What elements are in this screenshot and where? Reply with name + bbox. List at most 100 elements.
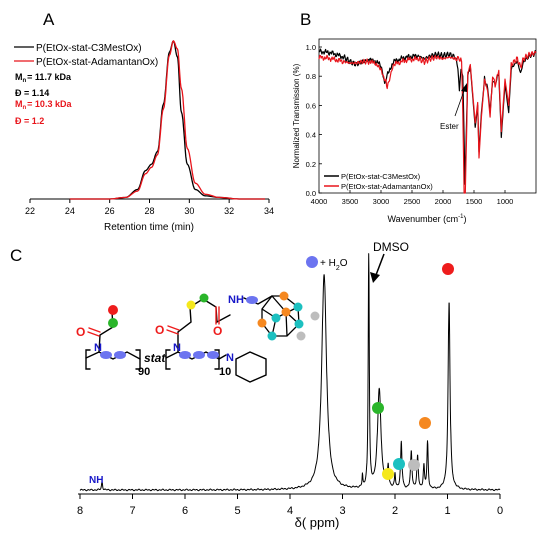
atom-dot-red	[108, 305, 118, 315]
panel-b-series-line-1	[318, 50, 537, 194]
legend-a-label-1: P(EtOx-stat-C3MestOx)	[36, 43, 142, 54]
panel-c-xtick-label-5: 3	[339, 505, 345, 517]
atom-o-left: O	[76, 325, 85, 339]
panel-a-legend: P(EtOx-stat-C3MestOx) P(EtOx-stat-Adaman…	[14, 43, 158, 68]
panel-a: 22 24 26 28 30 32 34 P(EtOx-stat-C3MestOx) P(E…	[14, 40, 274, 233]
atom-dot-blue-r3	[207, 351, 219, 359]
atom-dot-yellow	[186, 300, 196, 310]
ad-dot-teal-4	[294, 319, 304, 329]
panel-b-xtick-label-4: 2000	[435, 197, 452, 206]
panel-b-xtick-label-5: 1500	[466, 197, 483, 206]
ad-dot-grey-1	[310, 311, 320, 321]
peak-dot-green	[372, 402, 384, 414]
legend-b-label-1: P(EtOx-stat-C3MestOx)	[341, 172, 421, 181]
atom-n-left: N	[94, 342, 102, 354]
atom-nh: NH	[228, 294, 244, 306]
dispersity-black: Đ = 1.14	[15, 88, 49, 98]
panel-c-xlabel: δ( ppm)	[295, 515, 340, 530]
panel-c-spectrum-line	[79, 253, 501, 492]
ad-dot-orange-1	[279, 291, 289, 301]
ester-arrow-line	[454, 87, 466, 117]
atom-dot-blue-l2	[114, 351, 126, 359]
panel-b-legend: P(EtOx-stat-C3MestOx) P(EtOx-stat-Adaman…	[324, 172, 433, 191]
bracket-right-1	[135, 349, 141, 370]
panel-a-xtick-label-2: 26	[105, 206, 115, 216]
panel-b-xtick-label-1: 3500	[342, 197, 359, 206]
panel-b-ylabel: Normalized Transmission (%)	[292, 63, 301, 168]
panel-c-xtick-label-3: 5	[234, 505, 240, 517]
panel-c-xtick-label-1: 7	[129, 505, 135, 517]
repeat-count-10: 10	[219, 366, 231, 378]
mn-black: Mn= 11.7 kDa	[15, 72, 72, 84]
bracket-left-2	[165, 349, 171, 370]
carbonyl-left	[87, 327, 101, 337]
legend-a-label-2: P(EtOx-stat-AdamantanOx)	[36, 57, 158, 68]
panel-b-xtick-label-0: 4000	[311, 197, 328, 206]
panel-b-ytick-label-4: 0.8	[306, 72, 316, 81]
ad-dot-teal-2	[271, 313, 281, 323]
panel-b-ytick-label-1: 0.2	[306, 160, 316, 169]
panel-b-series-line-0	[318, 48, 537, 185]
peak-dot-grey	[408, 459, 420, 471]
water-label: + H2O	[320, 258, 348, 272]
panel-letter-b: B	[300, 10, 311, 29]
panel-c-xtick-label-6: 2	[392, 505, 398, 517]
panel-b-series	[318, 48, 537, 194]
panel-letter-a: A	[43, 10, 55, 29]
carbonyl-right-2	[215, 306, 220, 325]
panel-c-xtick-label-0: 8	[77, 505, 83, 517]
panel-b-axes: 4000 3500 3000 2500 2000 1500 1000 0.0 0.2 0.4 0.6…	[306, 43, 514, 206]
panel-a-xtick-label-3: 28	[144, 206, 154, 216]
panel-b-ytick-label-2: 0.4	[306, 131, 316, 140]
atom-o-right-2: O	[213, 324, 222, 338]
repeat-count-90: 90	[138, 366, 150, 378]
panel-a-xtick-label-1: 24	[65, 206, 75, 216]
atom-dot-green-right	[199, 293, 209, 303]
panel-c-xtick-label-8: 0	[497, 505, 503, 517]
piperidine-bond	[218, 354, 227, 360]
mn-red: Mn= 10.3 kDa	[15, 99, 72, 111]
panel-a-series-line-1	[69, 40, 265, 200]
ad-dot-teal-3	[267, 331, 277, 341]
atom-dot-blue-ad	[246, 296, 258, 304]
atom-dot-blue-r1	[179, 351, 191, 359]
panel-c-series	[79, 253, 501, 492]
legend-b-label-2: P(EtOx-stat-AdamantanOx)	[341, 182, 433, 191]
panel-c-xtick-label-4: 4	[287, 505, 293, 517]
panel-a-xtick-label-4: 30	[184, 206, 194, 216]
atom-n-piperidine: N	[226, 352, 234, 364]
panel-a-xtick-label-0: 22	[25, 206, 35, 216]
panel-a-axes: 22 24 26 28 30 32 34	[25, 198, 274, 216]
backbone-left	[85, 351, 141, 360]
panel-b-xtick-label-2: 3000	[373, 197, 390, 206]
atom-dot-blue-l1	[100, 351, 112, 359]
panel-a-annotations: Mn= 11.7 kDa Đ = 1.14 Mn= 10.3 kDa Đ = 1…	[15, 72, 72, 126]
nh-label: NH	[89, 475, 103, 486]
panel-c-axes: 8 7 6 5 4 3 2 1 0	[77, 493, 503, 517]
ad-dot-orange-2	[257, 318, 267, 328]
adamantane-cage	[261, 295, 300, 337]
panel-a-xlabel: Retention time (min)	[104, 222, 194, 233]
carbonyl-right-1	[166, 325, 180, 335]
ester-arrow-head	[461, 83, 467, 92]
panel-c-xtick-label-2: 6	[182, 505, 188, 517]
panel-b-xtick-label-3: 2500	[404, 197, 421, 206]
panel-b-ytick-label-3: 0.6	[306, 101, 316, 110]
atom-o-right-1: O	[155, 323, 164, 337]
ad-dot-orange-3	[281, 307, 291, 317]
bracket-left-1	[85, 349, 91, 370]
panel-b-ytick-label-0: 0.0	[306, 189, 316, 198]
panel-b-xtick-label-6: 1000	[497, 197, 514, 206]
panel-a-xtick-label-5: 32	[224, 206, 234, 216]
dispersity-red: Đ = 1.2	[15, 116, 44, 126]
panel-b-ytick-label-5: 1.0	[306, 43, 316, 52]
peak-dot-yellow	[382, 468, 394, 480]
chemical-structure: O N 90 stat O O NH N 10 N	[76, 291, 320, 383]
panel-b-xlabel: Wavenumber (cm-1)	[387, 214, 466, 224]
panel-b-frame	[318, 38, 537, 194]
side-chain-right	[177, 298, 231, 353]
panel-letter-c: C	[10, 246, 22, 265]
panel-b: 4000 3500 3000 2500 2000 1500 1000 0.0 0.2 0.4 0.6…	[292, 38, 537, 224]
